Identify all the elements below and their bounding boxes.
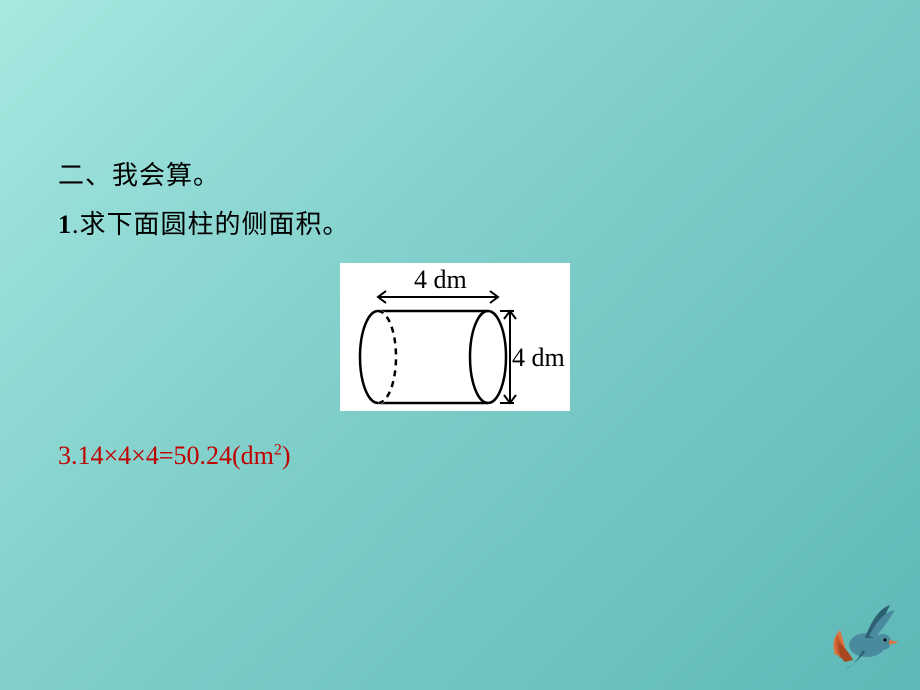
solution-exponent: 2 [274, 441, 282, 458]
dimension-label-top: 4 dm [414, 265, 467, 295]
solution-text: 3.14×4×4=50.24(dm2) [58, 441, 920, 471]
problem-number: 1 [58, 210, 72, 239]
cylinder-diagram: 4 dm 4 dm [340, 263, 570, 411]
problem-dot: . [72, 210, 80, 239]
solution-prefix: 3.14×4×4=50.24(dm [58, 441, 274, 470]
dimension-label-right: 4 dm [512, 343, 565, 373]
bird-decoration-icon [825, 600, 905, 675]
problem-text: 求下面圆柱的侧面积。 [80, 210, 350, 239]
problem-statement: 1.求下面圆柱的侧面积。 [58, 204, 920, 241]
section-heading: 二、我会算。 [58, 155, 920, 192]
solution-suffix: ) [282, 441, 291, 470]
main-content: 二、我会算。 1.求下面圆柱的侧面积。 [0, 0, 920, 471]
